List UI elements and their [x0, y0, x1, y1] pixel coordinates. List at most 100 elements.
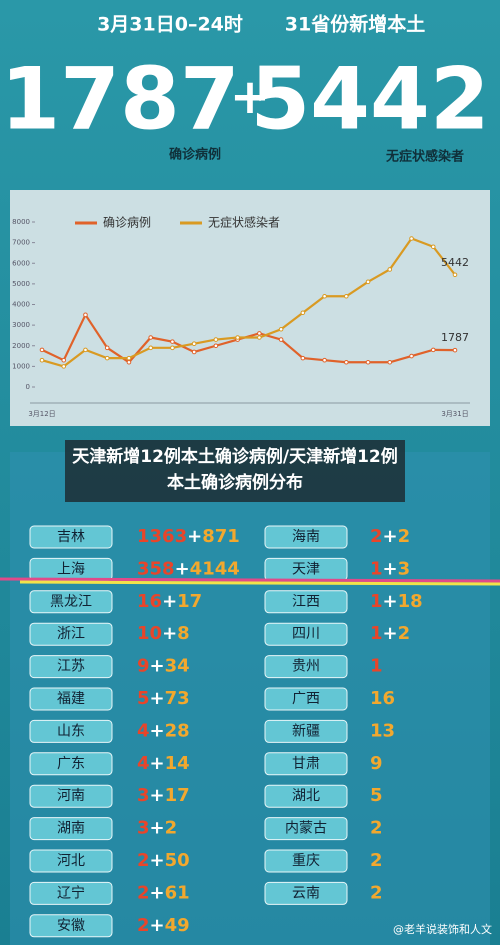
count: 4+28: [137, 720, 190, 741]
count: 2: [370, 882, 383, 903]
confirmed-count: 1: [370, 656, 383, 677]
asymptomatic-count: 2: [398, 526, 411, 547]
count: 9: [370, 753, 383, 774]
plus: +: [150, 818, 165, 839]
province: 江西: [292, 594, 320, 610]
province: 新疆: [292, 723, 320, 739]
asymptomatic-count: 50: [165, 850, 190, 871]
province-box: [29, 914, 113, 938]
caption-band: [65, 440, 405, 502]
point: [300, 355, 306, 361]
count: 10+8: [137, 623, 190, 644]
asymptomatic-count: 18: [398, 591, 423, 612]
plus: +: [383, 623, 398, 644]
asymptomatic-count: 2: [370, 850, 383, 871]
plus: +: [150, 850, 165, 871]
count: 2+61: [137, 882, 190, 903]
x-tick-label: 3月12日: [28, 410, 55, 418]
province-box: [29, 784, 113, 808]
confirmed-count: 5: [137, 688, 150, 709]
point: [300, 310, 306, 316]
asymptomatic-count: 2: [370, 818, 383, 839]
province: 吉林: [57, 529, 85, 545]
province: 甘肃: [292, 756, 320, 772]
point: [278, 326, 284, 332]
count: 1363+871: [137, 526, 240, 547]
plus: +: [150, 656, 165, 677]
province-box: [264, 849, 348, 873]
asymptomatic-count: 2: [370, 882, 383, 903]
asymptomatic-count: 9: [370, 753, 383, 774]
province: 湖南: [57, 821, 85, 837]
province-box: [264, 752, 348, 776]
point: [430, 244, 436, 250]
point: [213, 337, 219, 342]
province-box: [29, 817, 113, 841]
province-box: [264, 525, 348, 549]
confirmed-count: 1363: [137, 526, 187, 547]
count: 1+3: [370, 558, 410, 579]
asymptomatic-count: 61: [165, 882, 190, 903]
y-tick-label: 8000: [12, 218, 30, 226]
province: 广西: [292, 691, 320, 707]
province-box: [264, 719, 348, 743]
big-confirmed: 1787: [0, 49, 239, 149]
count: 4+14: [137, 753, 190, 774]
province-box: [29, 590, 113, 614]
confirmed-count: 2: [370, 526, 383, 547]
province: 天津: [292, 561, 320, 577]
province: 江苏: [57, 659, 85, 675]
point: [213, 343, 219, 349]
point: [322, 293, 327, 299]
province-box: [264, 687, 348, 711]
y-tick-label: 3000: [12, 321, 30, 329]
province: 重庆: [292, 853, 320, 869]
big-plus: +: [230, 69, 270, 125]
point: [235, 335, 240, 340]
point: [257, 331, 262, 336]
point: [191, 349, 197, 355]
province-box: [29, 687, 113, 711]
province: 湖北: [292, 788, 320, 804]
asymptomatic-count: 17: [165, 785, 190, 806]
plus: +: [383, 526, 398, 547]
y-tick-label: 4000: [12, 301, 30, 309]
point: [170, 345, 175, 351]
series-line: [41, 237, 456, 368]
asymptomatic-count: 16: [370, 688, 395, 709]
point: [344, 359, 349, 365]
province: 浙江: [57, 626, 85, 642]
y-tick-label: 5000: [12, 280, 30, 288]
point: [387, 267, 393, 272]
confirmed-count: 3: [137, 818, 150, 839]
plus: +: [150, 720, 165, 741]
count: 2+2: [370, 526, 410, 547]
province: 辽宁: [57, 884, 85, 901]
confirmed-count: 1: [370, 623, 383, 644]
plus: +: [383, 558, 398, 579]
province: 广东: [57, 756, 85, 772]
province: 上海: [57, 561, 85, 577]
big-asymptomatic: 5442: [250, 49, 489, 149]
province-box: [29, 849, 113, 873]
confirmed-count: 2: [137, 882, 150, 903]
point: [344, 293, 349, 299]
plus: +: [162, 623, 177, 644]
province: 河北: [57, 853, 85, 869]
asymptomatic-count: 8: [177, 623, 190, 644]
y-tick-label: 2000: [12, 342, 30, 350]
asymptomatic-count: 2: [398, 623, 411, 644]
point: [126, 359, 132, 365]
point: [83, 347, 88, 353]
asymptomatic-count: 4144: [190, 558, 240, 579]
point: [409, 236, 414, 241]
x-tick-label: 3月31日: [441, 410, 468, 418]
asymptomatic-count: 34: [165, 656, 190, 677]
count: 2: [370, 850, 383, 871]
count: 9+34: [137, 656, 190, 677]
province: 福建: [57, 691, 85, 707]
plus: +: [150, 882, 165, 903]
confirmed-count: 358: [137, 558, 175, 579]
y-tick-label: 7000: [12, 239, 30, 247]
point: [170, 339, 175, 344]
